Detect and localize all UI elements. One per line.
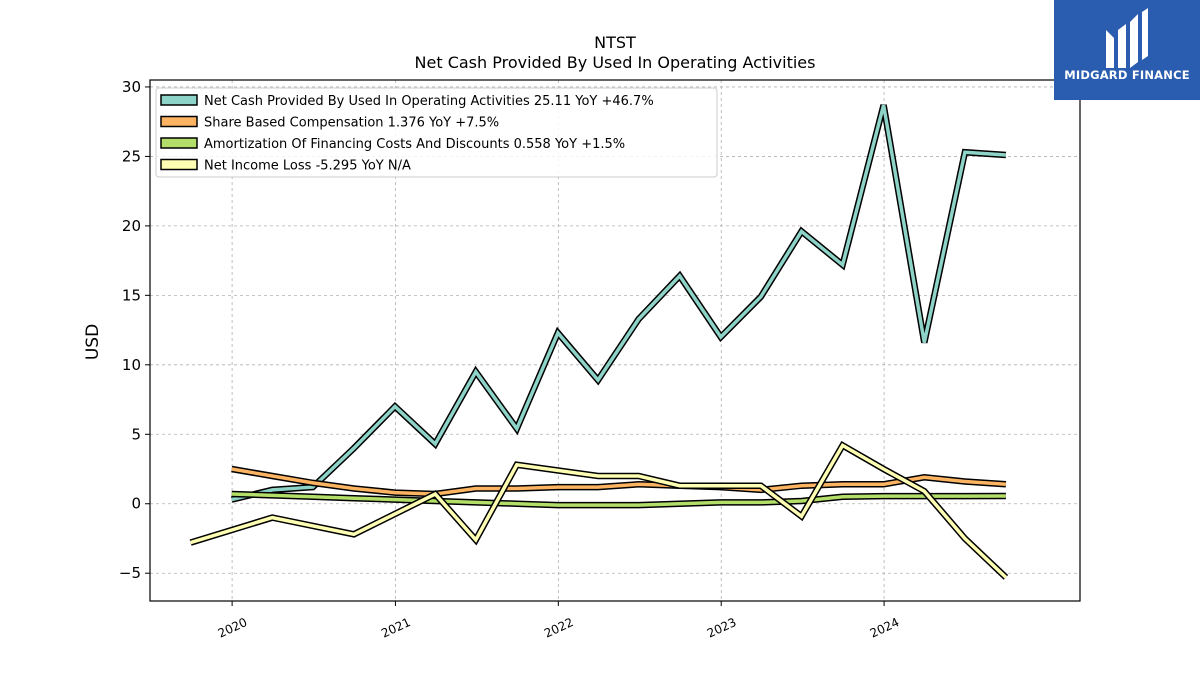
y-tick-label: 30: [122, 78, 141, 96]
x-tick-label: 2023: [705, 615, 739, 641]
series-layer: [189, 104, 1009, 580]
series-line: [231, 467, 1007, 496]
series-line: [190, 443, 1008, 579]
brand-logo-icon: [1106, 8, 1148, 68]
legend-entry: Net Cash Provided By Used In Operating A…: [204, 94, 654, 109]
x-tick-label: 2020: [216, 615, 250, 641]
series-line: [231, 492, 1006, 507]
legend-swatch: [160, 158, 198, 171]
y-tick-label: 0: [131, 495, 141, 513]
plot-frame: [149, 79, 1081, 602]
legend-swatch: [160, 137, 198, 149]
x-tick-label: 2024: [868, 615, 902, 641]
series-outline: [189, 440, 1009, 580]
legend: Net Cash Provided By Used In Operating A…: [155, 87, 718, 178]
brand-logo: MIDGARD FINANCE: [1054, 0, 1200, 100]
chart-subtitle: Net Cash Provided By Used In Operating A…: [415, 53, 816, 72]
legend-entry: Net Income Loss -5.295 YoY N/A: [204, 159, 411, 174]
legend-swatch: [160, 115, 198, 128]
y-tick-label: 25: [122, 147, 141, 165]
y-tick-label: −5: [119, 564, 141, 582]
brand-name: MIDGARD FINANCE: [1064, 68, 1190, 82]
x-tick-label: 2022: [542, 615, 576, 641]
legend-entry: Share Based Compensation 1.376 YoY +7.5%: [204, 116, 499, 131]
series-line: [231, 104, 1007, 502]
legend-box: [155, 87, 718, 178]
y-tick-label: 5: [131, 425, 141, 443]
y-tick-label: 15: [122, 286, 141, 304]
axes: −5 0 5 10 15 20 25 30 2020 2021 2022 2023 2024: [119, 78, 901, 641]
y-axis-label: USD: [83, 324, 103, 360]
legend-entry: Amortization Of Financing Costs And Disc…: [204, 137, 625, 152]
y-tick-label: 10: [122, 356, 141, 374]
chart-title: NTST: [594, 33, 636, 52]
x-tick-label: 2021: [379, 615, 413, 641]
y-tick-label: 20: [122, 217, 141, 235]
legend-swatch: [160, 94, 198, 106]
